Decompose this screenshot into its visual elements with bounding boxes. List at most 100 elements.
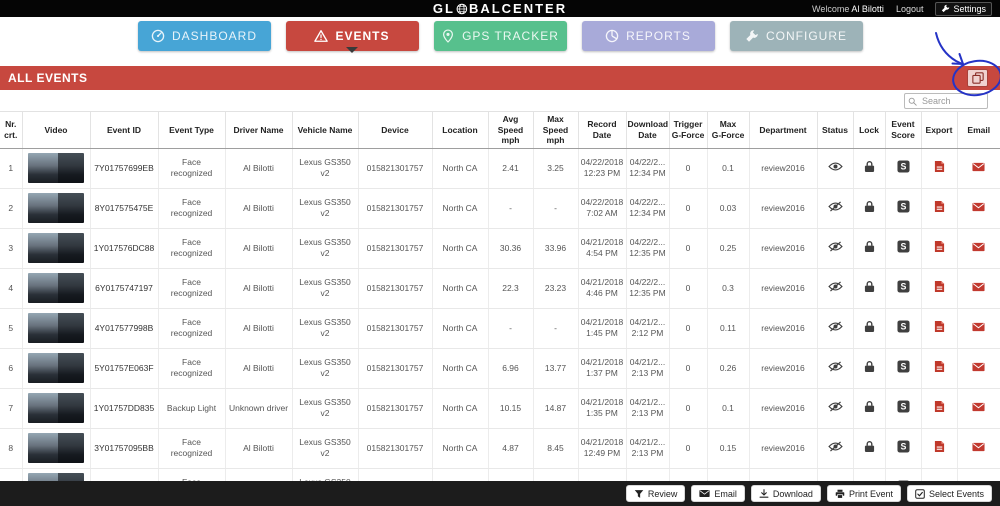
row-number: 5 xyxy=(0,308,23,349)
avg-speed: 6.96 xyxy=(488,348,534,389)
review-button[interactable]: Review xyxy=(625,485,686,502)
tab-gps-tracker[interactable]: GPS TRACKER xyxy=(433,21,567,51)
eye-slash-icon[interactable] xyxy=(828,441,843,452)
video-thumbnail[interactable] xyxy=(28,393,84,424)
avg-speed: 2.41 xyxy=(488,148,534,189)
pdf-icon[interactable] xyxy=(934,440,945,453)
envelope-icon[interactable] xyxy=(972,282,985,292)
event-row[interactable]: 8 3Y01757095BB Face recognized Al Bilotti Le… xyxy=(0,428,1000,469)
location: North CA xyxy=(432,428,489,469)
dashboard-gauge-icon xyxy=(151,29,165,43)
lock-icon[interactable] xyxy=(864,400,875,413)
row-number: 1 xyxy=(0,148,23,189)
score-badge-icon[interactable] xyxy=(897,200,910,213)
event-row[interactable]: 1 7Y01757699EB Face recognized Al Bilotti Le… xyxy=(0,148,1000,189)
event-row[interactable]: 4 6Y0175747197 Face recognized Al Bilotti Le… xyxy=(0,268,1000,309)
download-date: 04/21/2... 2:13 PM xyxy=(626,348,670,389)
lock-icon[interactable] xyxy=(864,320,875,333)
video-thumbnail[interactable] xyxy=(28,353,84,384)
select-events-button[interactable]: Select Events xyxy=(906,485,992,502)
score-badge-icon[interactable] xyxy=(897,240,910,253)
envelope-icon[interactable] xyxy=(972,202,985,212)
event-row[interactable]: 3 1Y017576DC88 Face recognized Al Bilotti Le… xyxy=(0,228,1000,269)
lock-icon[interactable] xyxy=(864,360,875,373)
max-speed: - xyxy=(533,308,579,349)
eye-slash-icon[interactable] xyxy=(828,401,843,412)
video-thumbnail[interactable] xyxy=(28,273,84,304)
event-row[interactable]: 5 4Y017577998B Face recognized Al Bilotti Le… xyxy=(0,308,1000,349)
video-thumbnail[interactable] xyxy=(28,193,84,224)
pdf-icon[interactable] xyxy=(934,160,945,173)
event-row[interactable]: 7 1Y01757DD835 Backup Light Unknown driver L… xyxy=(0,388,1000,429)
pdf-icon[interactable] xyxy=(934,320,945,333)
video-thumbnail[interactable] xyxy=(28,233,84,264)
lock-icon[interactable] xyxy=(864,440,875,453)
event-id: 1Y017576DC88 xyxy=(90,228,159,269)
vehicle-name: Lexus GS350 v2 xyxy=(292,308,359,349)
eye-slash-icon[interactable] xyxy=(828,281,843,292)
score-badge-icon[interactable] xyxy=(897,320,910,333)
logo-suffix: BALCENTER xyxy=(468,1,568,16)
print-event-button[interactable]: Print Event xyxy=(826,485,901,502)
device: 015821301757 xyxy=(358,388,433,429)
search-box[interactable] xyxy=(904,93,988,109)
max-g-force: 0.1 xyxy=(707,148,750,189)
video-thumbnail[interactable] xyxy=(28,153,84,184)
tab-reports[interactable]: REPORTS xyxy=(581,21,715,51)
eye-slash-icon[interactable] xyxy=(828,321,843,332)
column-header: Max G-Force xyxy=(707,112,750,149)
score-badge-icon[interactable] xyxy=(897,400,910,413)
tab-dashboard[interactable]: DASHBOARD xyxy=(137,21,271,51)
event-row[interactable]: 6 5Y01757E063F Face recognized Al Bilotti Le… xyxy=(0,348,1000,389)
pdf-icon[interactable] xyxy=(934,200,945,213)
eye-slash-icon[interactable] xyxy=(828,201,843,212)
pdf-icon[interactable] xyxy=(934,240,945,253)
video-thumbnail[interactable] xyxy=(28,433,84,464)
envelope-icon[interactable] xyxy=(972,402,985,412)
search-input[interactable] xyxy=(920,95,982,107)
download-button[interactable]: Download xyxy=(750,485,821,502)
lock-icon[interactable] xyxy=(864,240,875,253)
search-icon xyxy=(908,97,917,106)
record-date: 04/21/2018 4:54 PM xyxy=(578,228,627,269)
pdf-icon[interactable] xyxy=(934,360,945,373)
settings-button[interactable]: Settings xyxy=(935,1,992,16)
table-body: 1 7Y01757699EB Face recognized Al Bilotti Le… xyxy=(0,148,1000,506)
score-badge-icon[interactable] xyxy=(897,280,910,293)
video-thumbnail[interactable] xyxy=(28,313,84,344)
top-bar: GL BALCENTER Welcome Al Bilotti Logout S… xyxy=(0,0,1000,17)
score-badge-icon[interactable] xyxy=(897,360,910,373)
event-id: 6Y0175747197 xyxy=(90,268,159,309)
envelope-icon[interactable] xyxy=(972,362,985,372)
download-date: 04/21/2... 2:13 PM xyxy=(626,428,670,469)
download-date: 04/21/2... 2:12 PM xyxy=(626,308,670,349)
score-badge-icon[interactable] xyxy=(897,440,910,453)
envelope-icon[interactable] xyxy=(972,322,985,332)
trigger-g-force: 0 xyxy=(669,428,708,469)
avg-speed: - xyxy=(488,308,534,349)
department: review2016 xyxy=(749,308,818,349)
logout-link[interactable]: Logout xyxy=(895,3,924,14)
export-events-button[interactable] xyxy=(967,69,988,87)
pdf-icon[interactable] xyxy=(934,280,945,293)
tab-configure[interactable]: CONFIGURE xyxy=(729,21,863,51)
eye-slash-icon[interactable] xyxy=(828,241,843,252)
pdf-icon[interactable] xyxy=(934,400,945,413)
lock-icon[interactable] xyxy=(864,160,875,173)
select-list-icon xyxy=(915,489,925,499)
lock-icon[interactable] xyxy=(864,280,875,293)
email-button[interactable]: Email xyxy=(691,485,745,502)
column-header: Status xyxy=(817,112,854,149)
location: North CA xyxy=(432,308,489,349)
event-row[interactable]: 2 8Y017575475E Face recognized Al Bilotti Le… xyxy=(0,188,1000,229)
envelope-icon[interactable] xyxy=(972,242,985,252)
eye-icon[interactable] xyxy=(828,161,843,172)
eye-slash-icon[interactable] xyxy=(828,361,843,372)
event-type: Face recognized xyxy=(158,428,226,469)
envelope-icon[interactable] xyxy=(972,162,985,172)
lock-icon[interactable] xyxy=(864,200,875,213)
envelope-icon[interactable] xyxy=(972,442,985,452)
score-badge-icon[interactable] xyxy=(897,160,910,173)
record-date: 04/21/2018 1:35 PM xyxy=(578,388,627,429)
tab-events[interactable]: EVENTS xyxy=(285,21,419,53)
